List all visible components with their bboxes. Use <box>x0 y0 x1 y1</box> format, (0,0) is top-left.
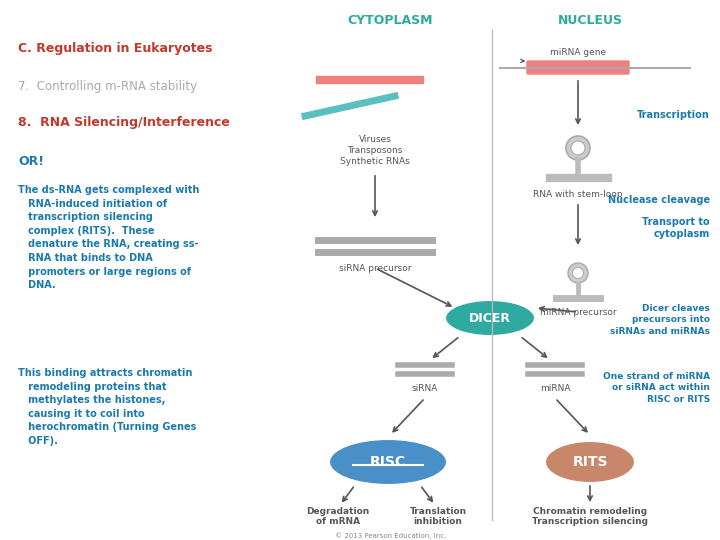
Text: 8.  RNA Silencing/Interference: 8. RNA Silencing/Interference <box>18 116 230 129</box>
Text: miRNA gene: miRNA gene <box>550 48 606 57</box>
Text: Dicer cleaves
precursors into
siRNAs and miRNAs: Dicer cleaves precursors into siRNAs and… <box>610 305 710 335</box>
Text: © 2013 Pearson Education, Inc.: © 2013 Pearson Education, Inc. <box>335 532 446 539</box>
Text: RITS: RITS <box>572 455 608 469</box>
Text: miRNA: miRNA <box>540 384 570 393</box>
Text: Degradation
of mRNA: Degradation of mRNA <box>307 507 369 526</box>
Text: One strand of miRNA
or siRNA act within
RISC or RITS: One strand of miRNA or siRNA act within … <box>603 373 710 403</box>
Ellipse shape <box>445 300 535 336</box>
Circle shape <box>571 141 585 155</box>
Text: Nuclease cleavage: Nuclease cleavage <box>608 195 710 205</box>
Text: Translation
inhibition: Translation inhibition <box>410 507 467 526</box>
Text: Chromatin remodeling
Transcription silencing: Chromatin remodeling Transcription silen… <box>532 507 648 526</box>
Circle shape <box>568 263 588 283</box>
Text: The ds-RNA gets complexed with
   RNA-induced initiation of
   transcription sil: The ds-RNA gets complexed with RNA-induc… <box>18 185 199 290</box>
Text: Transcription: Transcription <box>637 110 710 120</box>
Ellipse shape <box>545 441 635 483</box>
Text: Transport to
cytoplasm: Transport to cytoplasm <box>642 217 710 239</box>
Text: siRNA precursor: siRNA precursor <box>338 264 411 273</box>
Text: siRNA: siRNA <box>412 384 438 393</box>
Text: NUCLEUS: NUCLEUS <box>557 14 623 27</box>
Text: Viruses
Transposons
Synthetic RNAs: Viruses Transposons Synthetic RNAs <box>340 135 410 166</box>
Text: miRNA precursor: miRNA precursor <box>540 308 616 317</box>
Text: C. Regulation in Eukaryotes: C. Regulation in Eukaryotes <box>18 42 212 55</box>
Text: 7.  Controlling m-RNA stability: 7. Controlling m-RNA stability <box>18 80 197 93</box>
Circle shape <box>572 267 583 279</box>
Text: RNA with stem-loop: RNA with stem-loop <box>534 190 623 199</box>
Text: OR!: OR! <box>18 155 44 168</box>
FancyBboxPatch shape <box>527 61 629 74</box>
Text: RISC: RISC <box>370 455 406 469</box>
Text: This binding attracts chromatin
   remodeling proteins that
   methylates the hi: This binding attracts chromatin remodeli… <box>18 368 197 446</box>
Text: DICER: DICER <box>469 312 511 325</box>
Circle shape <box>566 136 590 160</box>
Ellipse shape <box>329 439 447 485</box>
Text: CYTOPLASM: CYTOPLASM <box>347 14 433 27</box>
